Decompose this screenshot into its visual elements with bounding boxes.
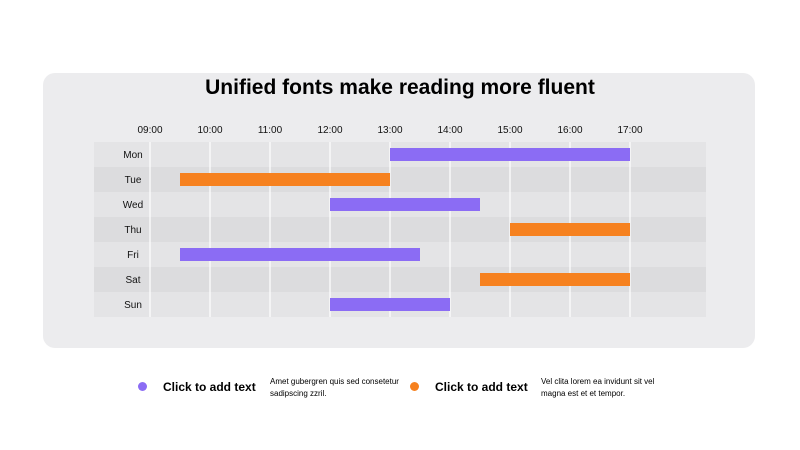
x-tick-label: 14:00: [437, 125, 462, 136]
legend-dot-purple: [138, 382, 147, 391]
bar-sun: [330, 298, 450, 311]
x-tick-label: 16:00: [557, 125, 582, 136]
x-tick-label: 12:00: [317, 125, 342, 136]
day-label: Mon: [123, 150, 142, 161]
day-label: Fri: [127, 250, 139, 261]
bar-fri: [180, 248, 420, 261]
bar-thu: [510, 223, 630, 236]
x-tick-label: 09:00: [137, 125, 162, 136]
x-tick-label: 10:00: [197, 125, 222, 136]
day-label: Thu: [124, 225, 141, 236]
day-label: Sat: [125, 275, 140, 286]
bar-tue: [180, 173, 390, 186]
chart-title: Unified fonts make reading more fluent: [205, 76, 595, 99]
x-tick-label: 17:00: [617, 125, 642, 136]
day-label: Tue: [125, 175, 142, 186]
legend-description-2: Vel clita lorem ea invidunt sit vel magn…: [541, 377, 655, 398]
bar-wed: [330, 198, 480, 211]
x-tick-label: 11:00: [258, 125, 283, 136]
bar-sat: [480, 273, 630, 286]
bar-mon: [390, 148, 630, 161]
day-label: Wed: [123, 200, 143, 211]
x-tick-label: 13:00: [377, 125, 402, 136]
legend-title-2[interactable]: Click to add text: [435, 380, 528, 394]
legend-title-1[interactable]: Click to add text: [163, 380, 256, 394]
day-label: Sun: [124, 300, 142, 311]
x-tick-label: 15:00: [497, 125, 522, 136]
legend-description-1: Amet gubergren quis sed consetetur sadip…: [270, 377, 399, 398]
legend-dot-orange: [410, 382, 419, 391]
